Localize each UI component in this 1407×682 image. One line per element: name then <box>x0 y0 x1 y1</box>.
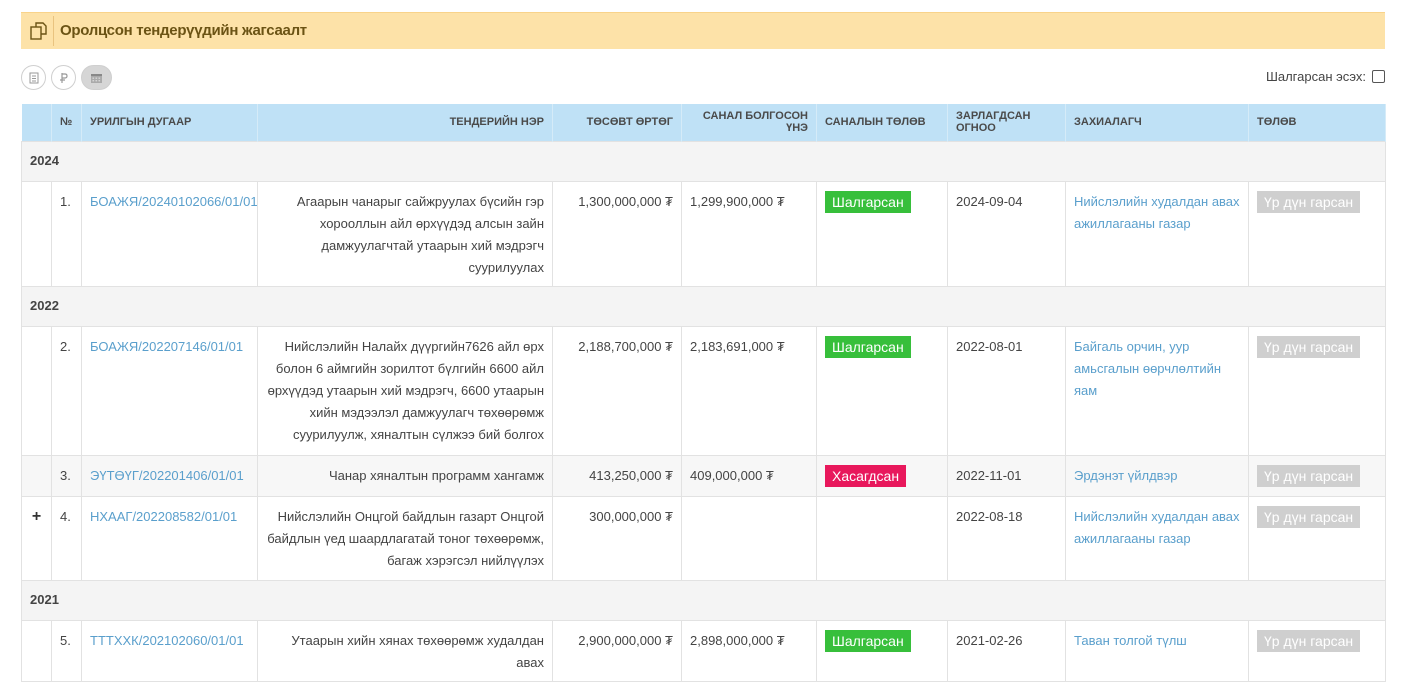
status-badge: Үр дүн гарсан <box>1257 505 1361 528</box>
tender-name: Нийслэлийн Налайх дүүргийн7626 айл өрх б… <box>257 325 553 456</box>
customer-link[interactable]: Таван толгой түлш <box>1074 632 1187 648</box>
row-number: 1. <box>51 180 82 287</box>
customer-link[interactable]: Эрдэнэт үйлдвэр <box>1074 467 1178 483</box>
row-number: 2. <box>51 325 82 456</box>
currency-icon[interactable] <box>51 65 76 90</box>
offer-value: 409,000,000 ₮ <box>681 454 817 497</box>
year-group-row: 2024 <box>21 140 1386 182</box>
tender-name: Нийслэлийн Онцгой байдлын газарт Онцгой … <box>257 495 553 581</box>
expand-cell <box>21 454 52 497</box>
offer-value <box>681 495 817 581</box>
status-badge: Үр дүн гарсан <box>1257 629 1361 652</box>
budget-value: 2,900,000,000 ₮ <box>552 619 682 682</box>
expand-cell <box>21 325 52 456</box>
toolbar <box>21 65 112 91</box>
calendar-icon[interactable] <box>81 65 112 90</box>
budget-value: 413,250,000 ₮ <box>552 454 682 497</box>
table-row: 5. ТТТХХК/202102060/01/01 Утаарын хийн х… <box>21 619 1386 682</box>
customer-link[interactable]: Нийслэлийн худалдан авах ажиллагааны газ… <box>1074 193 1240 231</box>
offer-value: 2,898,000,000 ₮ <box>681 619 817 682</box>
tender-name: Утаарын хийн хянах төхөөрөмж худалдан ав… <box>257 619 553 682</box>
table-row: 1. БОАЖЯ/20240102066/01/01 Агаарын чанар… <box>21 180 1386 287</box>
selected-filter-label: Шалгарсан эсэх: <box>1265 69 1366 84</box>
offer-value: 1,299,900,000 ₮ <box>681 180 817 287</box>
table-row: + 4. НХААГ/202208582/01/01 Нийслэлийн Он… <box>21 495 1386 581</box>
tender-code-link[interactable]: ТТТХХК/202102060/01/01 <box>90 632 244 648</box>
copy-icon <box>25 16 54 46</box>
col-offer[interactable]: Санал болгосон үнэ <box>681 104 817 141</box>
tender-name: Агаарын чанарыг сайжруулах бүсийн гэр хо… <box>257 180 553 287</box>
offer-status-cell <box>816 495 948 581</box>
expand-plus-icon[interactable]: + <box>31 507 42 525</box>
customer-link[interactable]: Байгаль орчин, уур амьсгалын өөрчлөлтийн… <box>1074 338 1222 398</box>
year-label: 2022 <box>21 285 1386 327</box>
status-badge: Үр дүн гарсан <box>1257 335 1361 358</box>
tender-code-link[interactable]: БОАЖЯ/20240102066/01/01 <box>90 193 258 209</box>
announce-date: 2022-08-01 <box>947 325 1066 456</box>
year-group-row: 2021 <box>21 579 1386 621</box>
year-group-row: 2022 <box>21 285 1386 327</box>
year-label: 2024 <box>21 140 1386 182</box>
announce-date: 2021-02-26 <box>947 619 1066 682</box>
page-title: Оролцсон тендерүүдийн жагсаалт <box>60 22 307 39</box>
offer-status-badge: Хасагдсан <box>825 464 907 487</box>
offer-status-badge: Шалгарсан <box>825 190 911 213</box>
col-date[interactable]: Зарлагдсан огноо <box>947 104 1066 141</box>
calculator-icon[interactable] <box>21 65 46 90</box>
offer-value: 2,183,691,000 ₮ <box>681 325 817 456</box>
col-expand <box>21 104 52 141</box>
col-budget[interactable]: Төсөвт өртөг <box>552 104 682 141</box>
panel-header: Оролцсон тендерүүдийн жагсаалт <box>21 12 1385 49</box>
budget-value: 300,000,000 ₮ <box>552 495 682 581</box>
tender-code-link[interactable]: НХААГ/202208582/01/01 <box>90 508 238 524</box>
announce-date: 2024-09-04 <box>947 180 1066 287</box>
budget-value: 2,188,700,000 ₮ <box>552 325 682 456</box>
tender-name: Чанар хяналтын программ хангамж <box>257 454 553 497</box>
expand-cell <box>21 180 52 287</box>
table-row: 2. БОАЖЯ/202207146/01/01 Нийслэлийн Нала… <box>21 325 1386 456</box>
row-number: 3. <box>51 454 82 497</box>
customer-link[interactable]: Нийслэлийн худалдан авах ажиллагааны газ… <box>1074 508 1240 546</box>
row-number: 5. <box>51 619 82 682</box>
year-label: 2021 <box>21 579 1386 621</box>
selected-filter-checkbox[interactable] <box>1372 70 1385 83</box>
col-status[interactable]: Төлөв <box>1248 104 1386 141</box>
expand-cell <box>21 619 52 682</box>
announce-date: 2022-11-01 <box>947 454 1066 497</box>
col-name[interactable]: Тендерийн нэр <box>257 104 553 141</box>
tender-code-link[interactable]: БОАЖЯ/202207146/01/01 <box>90 338 244 354</box>
col-code[interactable]: Урилгын дугаар <box>81 104 258 141</box>
selected-filter: Шалгарсан эсэх: <box>1266 69 1385 84</box>
status-badge: Үр дүн гарсан <box>1257 190 1361 213</box>
col-no: № <box>51 104 82 141</box>
col-customer[interactable]: Захиалагч <box>1065 104 1249 141</box>
row-number: 4. <box>51 495 82 581</box>
table-row: 3. ЭҮТӨҮГ/202201406/01/01 Чанар хяналтын… <box>21 454 1386 497</box>
tender-table: № Урилгын дугаар Тендерийн нэр Төсөвт өр… <box>21 104 1386 682</box>
col-offer-status[interactable]: Саналын төлөв <box>816 104 948 141</box>
offer-status-badge: Шалгарсан <box>825 335 911 358</box>
table-header: № Урилгын дугаар Тендерийн нэр Төсөвт өр… <box>21 104 1386 141</box>
announce-date: 2022-08-18 <box>947 495 1066 581</box>
tender-code-link[interactable]: ЭҮТӨҮГ/202201406/01/01 <box>90 467 244 483</box>
offer-status-badge: Шалгарсан <box>825 629 911 652</box>
status-badge: Үр дүн гарсан <box>1257 464 1361 487</box>
budget-value: 1,300,000,000 ₮ <box>552 180 682 287</box>
